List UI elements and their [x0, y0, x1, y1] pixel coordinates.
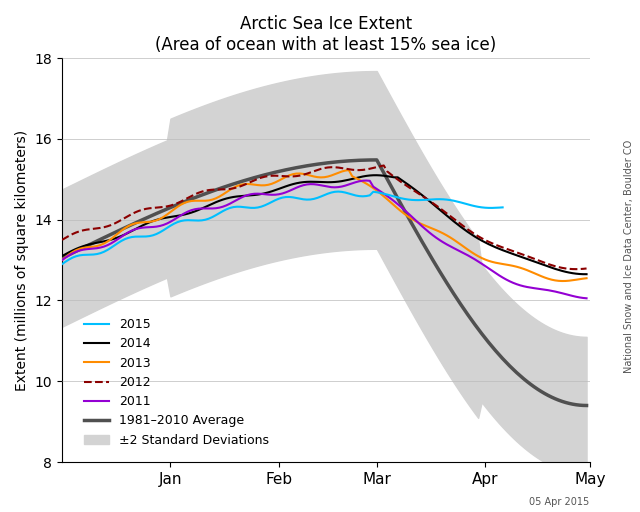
Text: National Snow and Ice Data Center, Boulder CO: National Snow and Ice Data Center, Bould… — [623, 139, 634, 373]
Legend: 2015, 2014, 2013, 2012, 2011, 1981–2010 Average, ±2 Standard Deviations: 2015, 2014, 2013, 2012, 2011, 1981–2010 … — [79, 313, 274, 452]
Text: 05 Apr 2015: 05 Apr 2015 — [529, 497, 589, 507]
Y-axis label: Extent (millions of square kilometers): Extent (millions of square kilometers) — [15, 130, 29, 391]
Title: Arctic Sea Ice Extent
(Area of ocean with at least 15% sea ice): Arctic Sea Ice Extent (Area of ocean wit… — [156, 15, 497, 54]
